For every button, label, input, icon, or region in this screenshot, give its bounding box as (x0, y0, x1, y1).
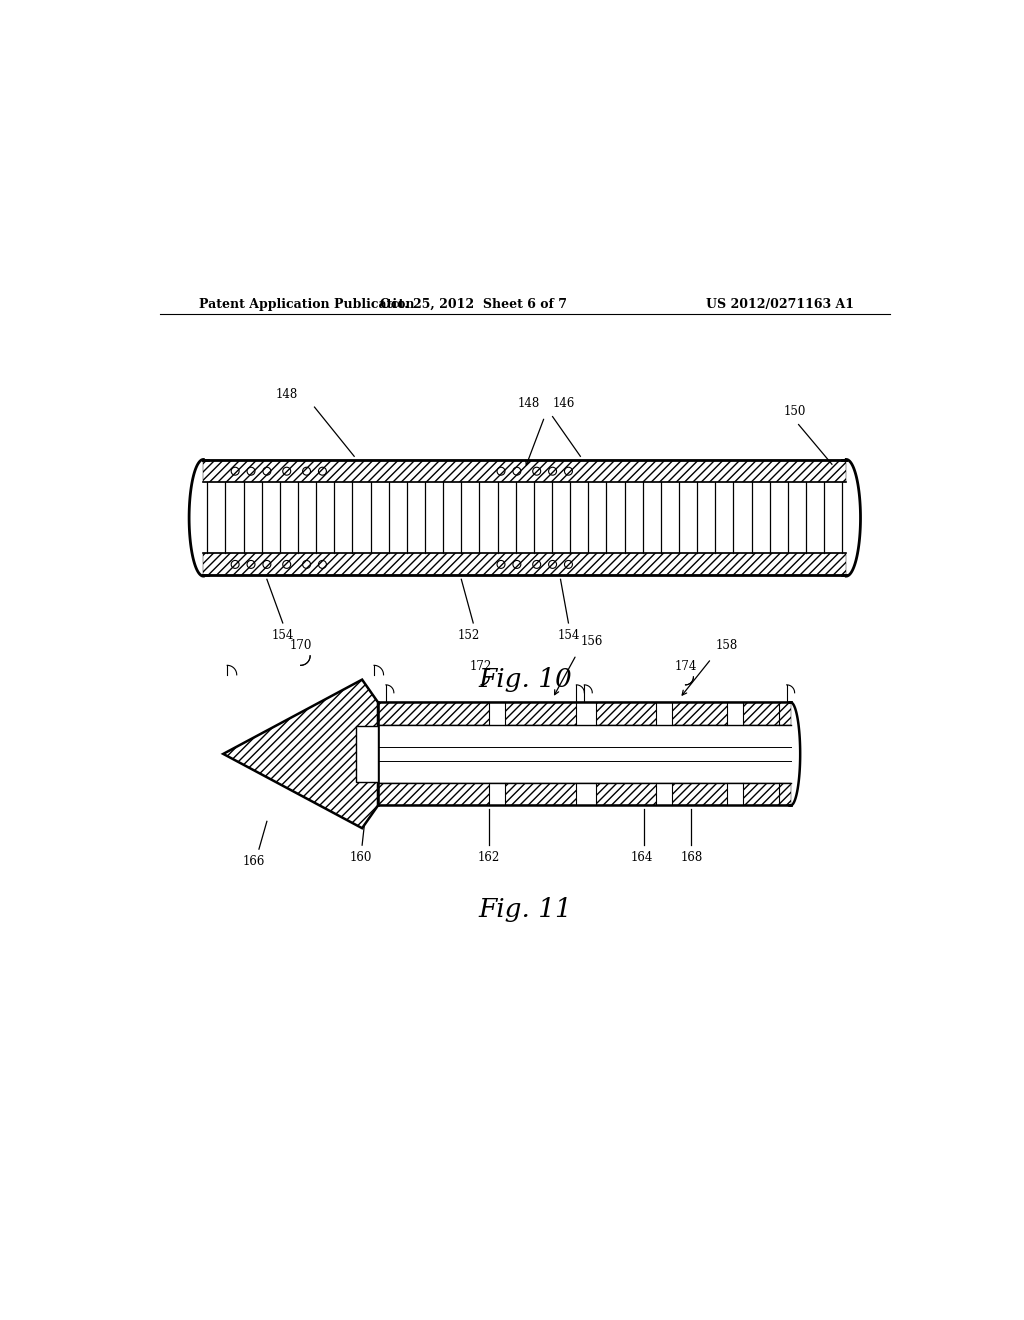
Bar (355, 726, 378, 783)
Text: 146: 146 (553, 397, 574, 411)
Bar (204, 461, 846, 482)
Text: 148: 148 (275, 388, 298, 401)
Bar (204, 461, 846, 576)
Text: 170: 170 (290, 639, 311, 652)
Text: 174: 174 (675, 660, 696, 673)
Text: 166: 166 (243, 854, 264, 867)
Text: 148: 148 (518, 397, 540, 411)
Text: Patent Application Publication: Patent Application Publication (200, 297, 415, 310)
Text: 152: 152 (458, 630, 480, 643)
Text: 164: 164 (631, 850, 653, 863)
Text: 156: 156 (581, 635, 603, 648)
Text: Fig. 10: Fig. 10 (478, 667, 571, 692)
Text: 158: 158 (715, 639, 737, 652)
Bar (577, 783, 596, 805)
Bar (204, 461, 846, 482)
Text: 160: 160 (349, 850, 372, 863)
Text: Oct. 25, 2012  Sheet 6 of 7: Oct. 25, 2012 Sheet 6 of 7 (380, 297, 566, 310)
Text: 172: 172 (470, 660, 493, 673)
Text: 154: 154 (271, 630, 294, 643)
Bar (378, 783, 791, 805)
Text: 150: 150 (783, 405, 806, 418)
Bar (378, 702, 791, 725)
Text: 168: 168 (680, 850, 702, 863)
Bar (489, 783, 505, 805)
Text: 162: 162 (478, 850, 500, 863)
Bar (577, 702, 596, 725)
Text: 154: 154 (557, 630, 580, 643)
Text: US 2012/0271163 A1: US 2012/0271163 A1 (707, 297, 854, 310)
Bar (378, 783, 791, 805)
Text: Fig. 11: Fig. 11 (478, 896, 571, 921)
Bar (204, 553, 846, 576)
Bar (204, 553, 846, 576)
Bar (727, 702, 743, 725)
Bar (727, 783, 743, 805)
Polygon shape (223, 680, 378, 828)
Bar (655, 783, 672, 805)
Bar (378, 702, 791, 725)
Bar (489, 702, 505, 725)
Bar (655, 702, 672, 725)
Bar (378, 702, 791, 805)
